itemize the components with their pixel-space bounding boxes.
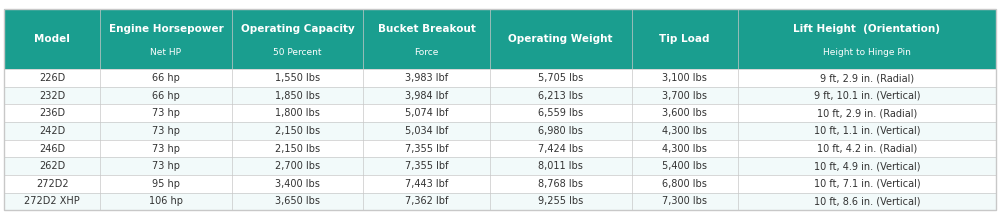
Text: 66 hp: 66 hp — [152, 91, 180, 101]
Text: 262D: 262D — [39, 161, 65, 171]
Text: 6,213 lbs: 6,213 lbs — [538, 91, 583, 101]
Text: 4,300 lbs: 4,300 lbs — [662, 126, 707, 136]
Text: Engine Horsepower: Engine Horsepower — [109, 24, 223, 34]
Text: 10 ft, 8.6 in. (Vertical): 10 ft, 8.6 in. (Vertical) — [814, 196, 920, 207]
Bar — [4, 104, 996, 122]
Bar — [4, 175, 996, 193]
Text: 3,600 lbs: 3,600 lbs — [662, 108, 707, 118]
Text: 3,100 lbs: 3,100 lbs — [662, 73, 707, 83]
Text: 2,700 lbs: 2,700 lbs — [275, 161, 320, 171]
Text: 5,400 lbs: 5,400 lbs — [662, 161, 707, 171]
Text: 7,424 lbs: 7,424 lbs — [538, 143, 583, 154]
Text: 236D: 236D — [39, 108, 65, 118]
Bar — [4, 69, 996, 87]
Text: Lift Height  (Orientation): Lift Height (Orientation) — [793, 24, 940, 34]
Text: 232D: 232D — [39, 91, 65, 101]
Text: 7,355 lbf: 7,355 lbf — [405, 161, 448, 171]
Bar — [4, 122, 996, 140]
Text: 1,550 lbs: 1,550 lbs — [275, 73, 320, 83]
Text: 226D: 226D — [39, 73, 65, 83]
Text: 9 ft, 10.1 in. (Vertical): 9 ft, 10.1 in. (Vertical) — [814, 91, 920, 101]
Text: 1,850 lbs: 1,850 lbs — [275, 91, 320, 101]
Text: 6,980 lbs: 6,980 lbs — [538, 126, 583, 136]
Text: Bucket Breakout: Bucket Breakout — [378, 24, 476, 34]
Text: 73 hp: 73 hp — [152, 161, 180, 171]
Text: 2,150 lbs: 2,150 lbs — [275, 126, 320, 136]
Text: 5,705 lbs: 5,705 lbs — [538, 73, 583, 83]
Text: 3,983 lbf: 3,983 lbf — [405, 73, 448, 83]
Text: 73 hp: 73 hp — [152, 126, 180, 136]
Text: Net HP: Net HP — [150, 48, 181, 57]
Text: 5,074 lbf: 5,074 lbf — [405, 108, 448, 118]
Text: 73 hp: 73 hp — [152, 108, 180, 118]
Bar — [4, 157, 996, 175]
Text: 2,150 lbs: 2,150 lbs — [275, 143, 320, 154]
Text: 73 hp: 73 hp — [152, 143, 180, 154]
Text: Force: Force — [414, 48, 439, 57]
Text: 3,700 lbs: 3,700 lbs — [662, 91, 707, 101]
Text: 6,800 lbs: 6,800 lbs — [662, 179, 707, 189]
Text: 10 ft, 4.2 in. (Radial): 10 ft, 4.2 in. (Radial) — [817, 143, 917, 154]
Text: 1,800 lbs: 1,800 lbs — [275, 108, 320, 118]
Text: 3,984 lbf: 3,984 lbf — [405, 91, 448, 101]
Text: Operating Weight: Operating Weight — [508, 34, 613, 44]
Text: 10 ft, 7.1 in. (Vertical): 10 ft, 7.1 in. (Vertical) — [814, 179, 920, 189]
Text: Model: Model — [34, 34, 70, 44]
Text: 246D: 246D — [39, 143, 65, 154]
Bar — [4, 87, 996, 104]
Text: 242D: 242D — [39, 126, 65, 136]
Text: 8,011 lbs: 8,011 lbs — [538, 161, 583, 171]
Text: 7,443 lbf: 7,443 lbf — [405, 179, 448, 189]
Text: 8,768 lbs: 8,768 lbs — [538, 179, 583, 189]
Bar — [4, 193, 996, 210]
Text: 9,255 lbs: 9,255 lbs — [538, 196, 583, 207]
Text: 10 ft, 1.1 in. (Vertical): 10 ft, 1.1 in. (Vertical) — [814, 126, 920, 136]
Text: 9 ft, 2.9 in. (Radial): 9 ft, 2.9 in. (Radial) — [820, 73, 914, 83]
Text: 66 hp: 66 hp — [152, 73, 180, 83]
Text: 7,300 lbs: 7,300 lbs — [662, 196, 707, 207]
Text: 106 hp: 106 hp — [149, 196, 183, 207]
Text: 272D2: 272D2 — [36, 179, 68, 189]
Text: Height to Hinge Pin: Height to Hinge Pin — [823, 48, 911, 57]
Text: 10 ft, 2.9 in. (Radial): 10 ft, 2.9 in. (Radial) — [817, 108, 917, 118]
Bar — [4, 9, 996, 69]
Text: 50 Percent: 50 Percent — [273, 48, 322, 57]
Text: 7,362 lbf: 7,362 lbf — [405, 196, 448, 207]
Bar — [4, 140, 996, 157]
Text: 3,400 lbs: 3,400 lbs — [275, 179, 320, 189]
Text: 272D2 XHP: 272D2 XHP — [24, 196, 80, 207]
Text: Operating Capacity: Operating Capacity — [241, 24, 354, 34]
Text: 5,034 lbf: 5,034 lbf — [405, 126, 448, 136]
Text: 10 ft, 4.9 in. (Vertical): 10 ft, 4.9 in. (Vertical) — [814, 161, 920, 171]
Text: 3,650 lbs: 3,650 lbs — [275, 196, 320, 207]
Text: Tip Load: Tip Load — [659, 34, 710, 44]
Text: 6,559 lbs: 6,559 lbs — [538, 108, 583, 118]
Text: 95 hp: 95 hp — [152, 179, 180, 189]
Text: 7,355 lbf: 7,355 lbf — [405, 143, 448, 154]
Text: 4,300 lbs: 4,300 lbs — [662, 143, 707, 154]
